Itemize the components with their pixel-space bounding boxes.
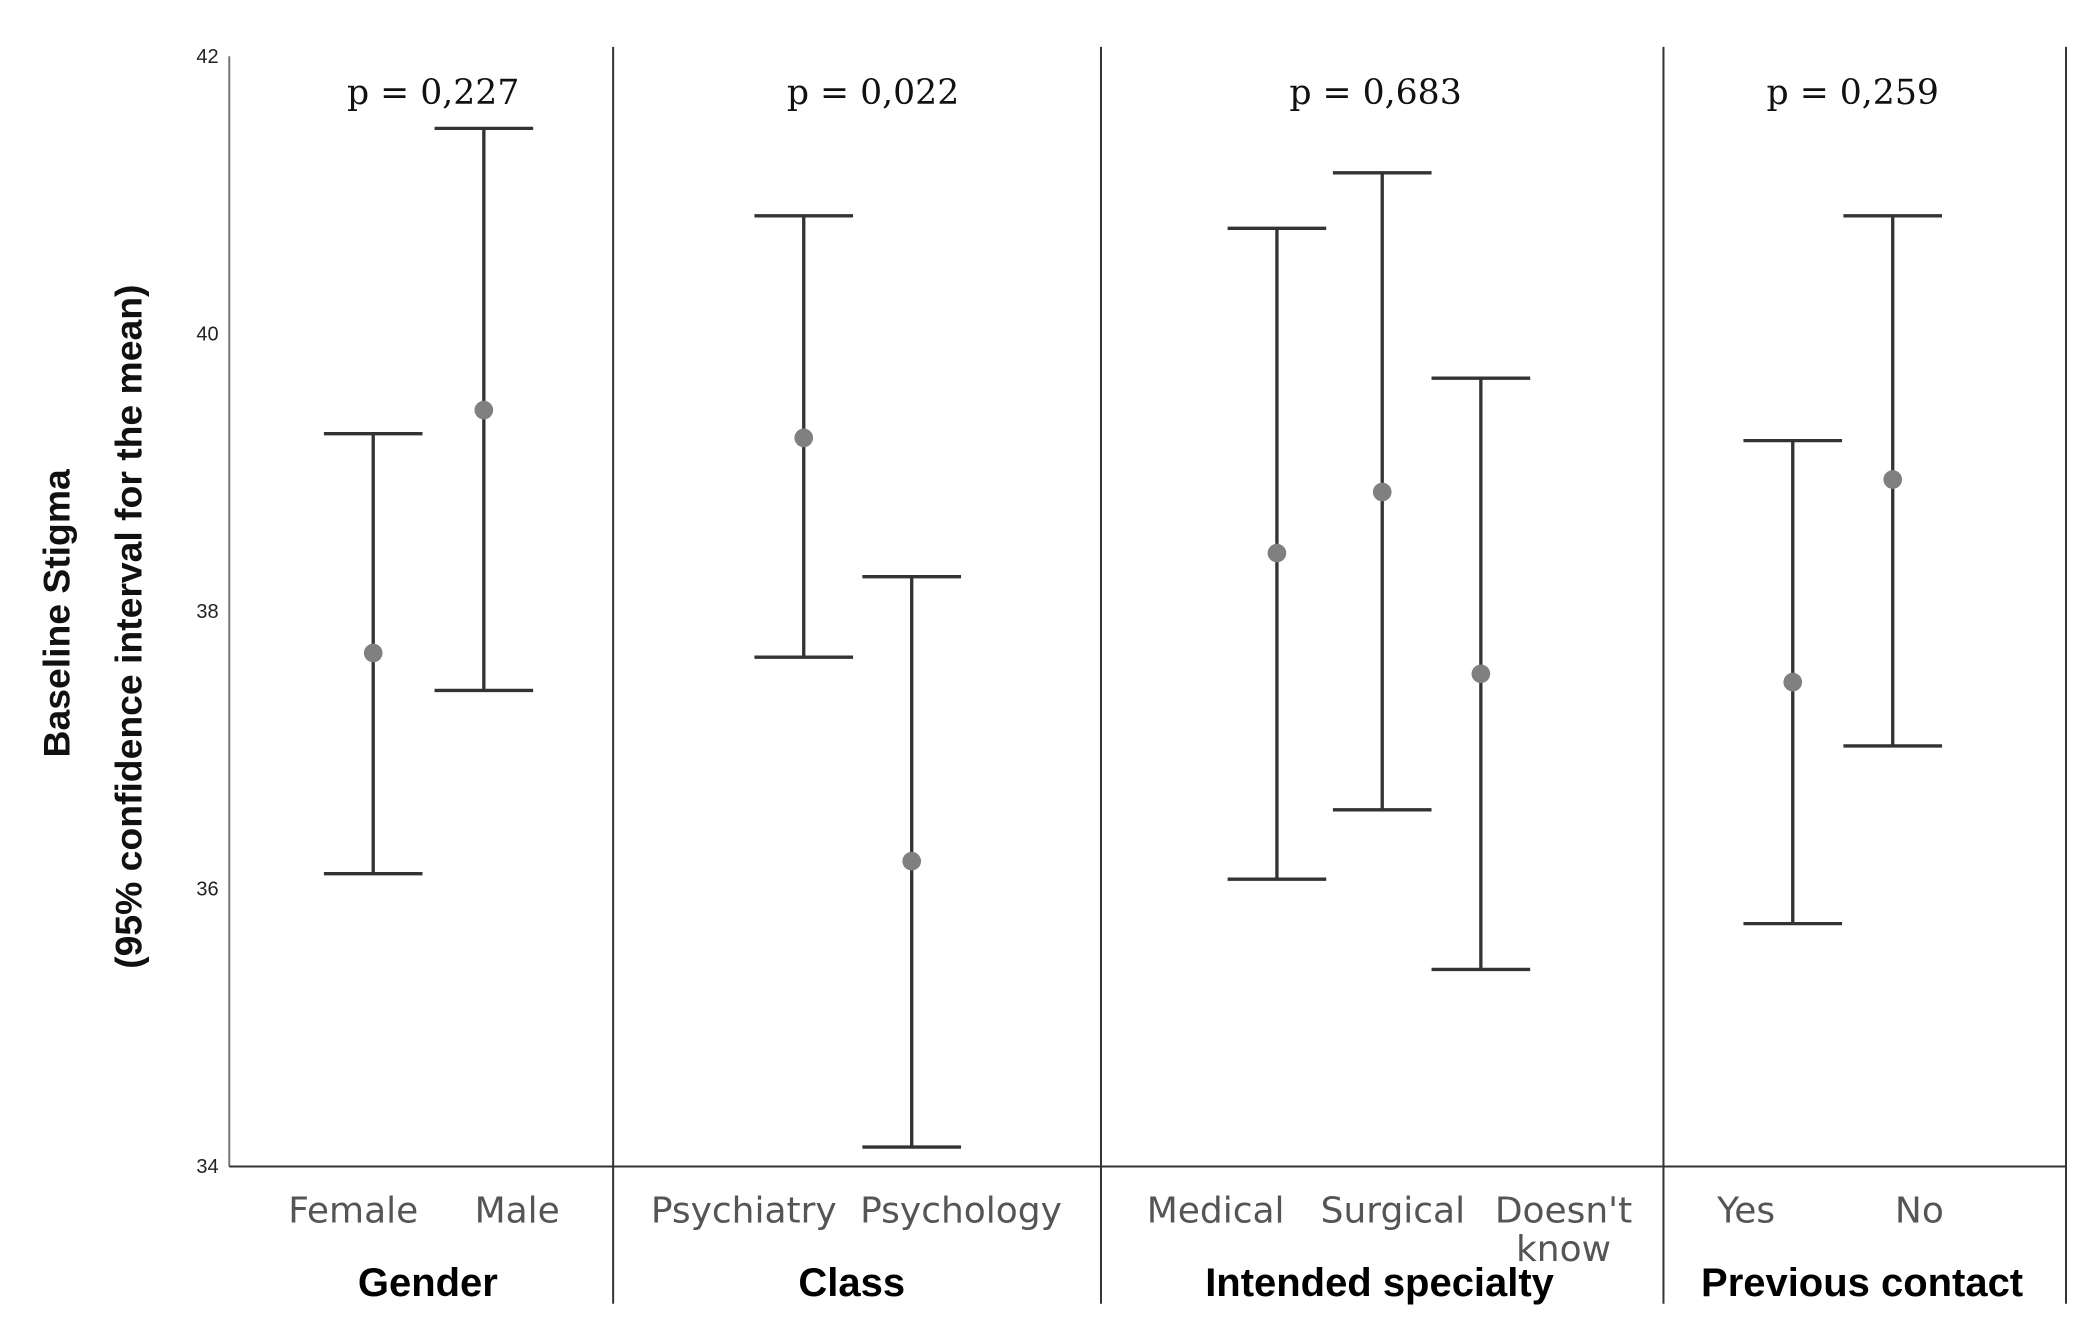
p-value-label: p = 0,259 (1767, 73, 1939, 113)
mean-point (474, 400, 494, 420)
group-label: Class (798, 1261, 905, 1305)
category-label: Male (475, 1190, 560, 1231)
group-label: Previous contact (1701, 1261, 2023, 1305)
y-tick-label: 42 (196, 46, 218, 68)
category-label: Surgical (1321, 1190, 1465, 1231)
y-tick-label: 34 (196, 1156, 218, 1178)
marks (323, 126, 1943, 1149)
mean-point (1783, 672, 1803, 692)
y-axis-title-line2: (95% confidence interval for the mean) (107, 285, 149, 969)
mean-point (1471, 664, 1491, 684)
category-label: Psychology (860, 1190, 1062, 1231)
axes: 34 36 38 40 42 (196, 46, 2068, 1304)
group-label: Intended specialty (1205, 1261, 1554, 1305)
mean-point (1267, 543, 1287, 563)
y-axis-title-line1: Baseline Stigma (35, 469, 77, 757)
y-tick-label: 36 (196, 879, 218, 901)
category-label: Yes (1716, 1190, 1775, 1231)
labels: Baseline Stigma (95% confidence interval… (35, 73, 2023, 1305)
category-label: No (1895, 1190, 1944, 1231)
category-label: Psychiatry (651, 1190, 837, 1231)
category-label: Doesn't (1495, 1190, 1632, 1231)
mean-point (363, 643, 383, 663)
y-tick-label: 40 (196, 323, 218, 345)
p-value-label: p = 0,227 (347, 73, 519, 113)
mean-point (1372, 482, 1392, 502)
category-label: Female (288, 1190, 418, 1231)
p-value-label: p = 0,683 (1289, 73, 1461, 113)
y-tick-label: 38 (196, 601, 218, 623)
p-value-label: p = 0,022 (787, 73, 959, 113)
mean-point (902, 851, 922, 871)
mean-point (1883, 470, 1903, 489)
group-label: Gender (358, 1261, 498, 1305)
mean-point (794, 428, 814, 448)
category-label: know (1516, 1229, 1611, 1270)
category-label: Medical (1147, 1190, 1285, 1231)
